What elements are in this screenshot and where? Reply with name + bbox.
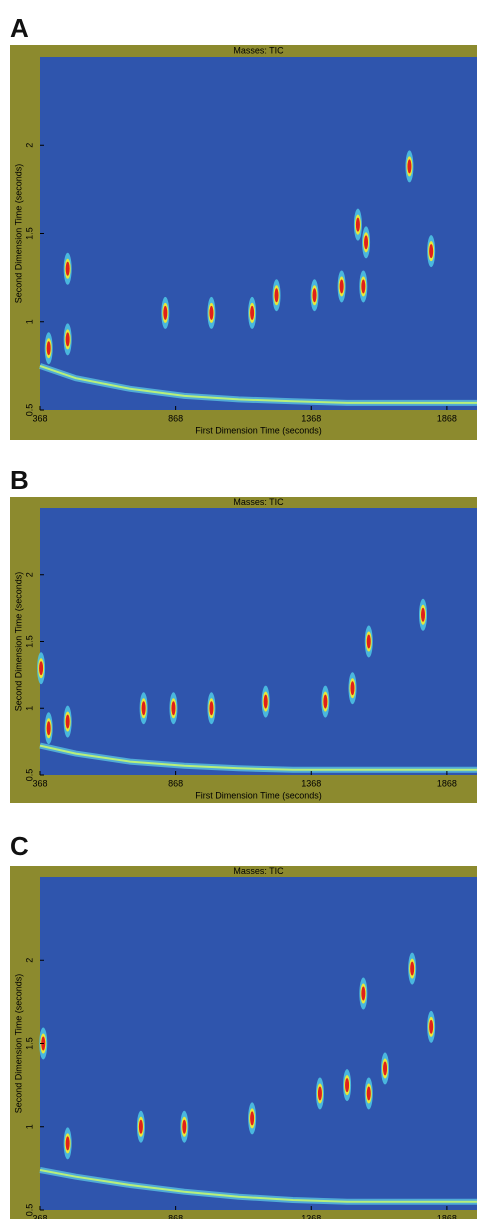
x-tick-label: 1868 — [437, 413, 457, 423]
peak-core — [209, 305, 214, 320]
panel-label: A — [10, 13, 29, 43]
y-tick-label: 1 — [24, 319, 34, 324]
peak-core — [141, 701, 146, 716]
x-axis-label: First Dimension Time (seconds) — [195, 790, 322, 800]
y-axis-label: Second Dimension Time (seconds) — [13, 164, 23, 304]
column-bleed — [39, 1169, 477, 1203]
peak-core — [383, 1061, 388, 1076]
y-tick-label: 1.5 — [24, 227, 34, 240]
peak-core — [274, 288, 279, 303]
peak-core — [65, 1136, 70, 1151]
peak-core — [250, 305, 255, 320]
peak-core — [323, 694, 328, 709]
peak-core — [366, 1086, 371, 1101]
y-tick-label: 1 — [24, 706, 34, 711]
panel: B Masses: TIC 368 868 1368 1868 First Dimensio… — [10, 465, 477, 803]
peak-core — [361, 279, 366, 294]
peak-core — [429, 1019, 434, 1034]
chart-title: Masses: TIC — [233, 45, 284, 55]
peak-core — [65, 714, 70, 729]
peak-core — [65, 332, 70, 347]
peak-core — [182, 1119, 187, 1134]
peak-core — [410, 961, 415, 976]
y-tick-label: 2 — [24, 572, 34, 577]
panel-label: C — [10, 831, 29, 861]
peak-core — [46, 341, 51, 356]
peak-core — [361, 986, 366, 1001]
peak-core — [364, 235, 369, 250]
plot-area — [40, 508, 477, 775]
peak-core — [345, 1078, 350, 1093]
y-tick-label: 1.5 — [24, 1037, 34, 1050]
x-tick-label: 1368 — [301, 1213, 321, 1219]
peak-core — [429, 244, 434, 259]
chart-title: Masses: TIC — [233, 866, 284, 876]
peak-core — [355, 217, 360, 232]
panel-label: B — [10, 465, 29, 495]
y-tick-label: 2 — [24, 143, 34, 148]
y-tick-label: 0.5 — [24, 1204, 34, 1217]
column-bleed — [39, 744, 477, 771]
x-tick-label: 1868 — [437, 1213, 457, 1219]
peak-core — [407, 159, 412, 174]
peak-core — [339, 279, 344, 294]
peak-core — [317, 1086, 322, 1101]
x-tick-label: 368 — [32, 413, 47, 423]
peak-core — [65, 261, 70, 276]
panel: A Masses: TIC 368 868 1368 1868 First Dimensio… — [10, 13, 477, 440]
peak-core — [250, 1111, 255, 1126]
peak-core — [209, 701, 214, 716]
x-tick-label: 1868 — [437, 778, 457, 788]
x-tick-label: 868 — [168, 1213, 183, 1219]
x-tick-label: 868 — [168, 778, 183, 788]
peak-core — [163, 305, 168, 320]
peak-core — [39, 661, 44, 676]
y-tick-label: 1.5 — [24, 635, 34, 648]
x-tick-label: 368 — [32, 1213, 47, 1219]
y-axis-label: Second Dimension Time (seconds) — [13, 572, 23, 712]
x-tick-label: 1368 — [301, 778, 321, 788]
y-tick-label: 1 — [24, 1124, 34, 1129]
peak-core — [350, 681, 355, 696]
column-bleed — [39, 364, 477, 404]
plot-area — [40, 57, 477, 410]
peak-core — [263, 694, 268, 709]
x-tick-label: 368 — [32, 778, 47, 788]
x-tick-label: 1368 — [301, 413, 321, 423]
y-tick-label: 2 — [24, 958, 34, 963]
y-axis-label: Second Dimension Time (seconds) — [13, 974, 23, 1114]
peak-core — [312, 288, 317, 303]
peak-core — [421, 607, 426, 622]
peak-core — [138, 1119, 143, 1134]
peak-core — [366, 634, 371, 649]
peak-core — [171, 701, 176, 716]
x-axis-label: First Dimension Time (seconds) — [195, 425, 322, 435]
y-tick-label: 0.5 — [24, 769, 34, 782]
x-tick-label: 868 — [168, 413, 183, 423]
plot-area — [40, 877, 477, 1210]
chart-title: Masses: TIC — [233, 497, 284, 507]
y-tick-label: 0.5 — [24, 404, 34, 417]
peak-core — [46, 721, 51, 736]
